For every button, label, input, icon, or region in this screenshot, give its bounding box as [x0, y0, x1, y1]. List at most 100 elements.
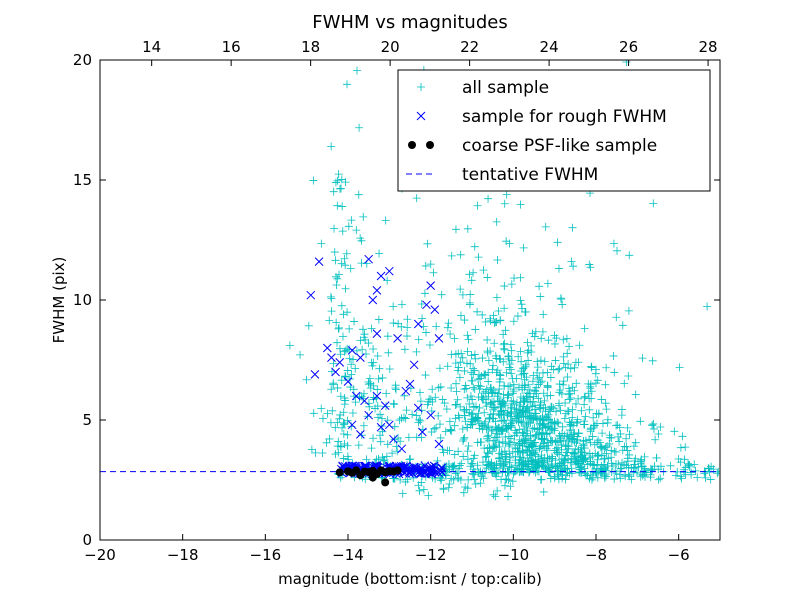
all-sample-point [375, 364, 384, 373]
all-sample-point [332, 318, 341, 327]
all-sample-point [417, 478, 426, 487]
all-sample-point [656, 462, 665, 471]
all-sample-point [579, 420, 588, 429]
all-sample-point [343, 308, 352, 317]
all-sample-point [546, 474, 555, 483]
all-sample-point [438, 445, 447, 454]
all-sample-point [404, 433, 413, 442]
all-sample-point [425, 340, 434, 349]
all-sample-point [336, 184, 345, 193]
all-sample-point [623, 423, 632, 432]
all-sample-point [520, 436, 529, 445]
all-sample-point [395, 416, 404, 425]
all-sample-point [537, 434, 546, 443]
all-sample-point [572, 379, 581, 388]
all-sample-point [484, 461, 493, 470]
all-sample-point [364, 339, 373, 348]
all-sample-point [506, 419, 515, 428]
all-sample-point [479, 474, 488, 483]
all-sample-point [556, 406, 565, 415]
all-sample-point [514, 383, 523, 392]
all-sample-point [437, 290, 446, 299]
all-sample-point [499, 390, 508, 399]
all-sample-point [676, 443, 685, 452]
all-sample-point [476, 382, 485, 391]
all-sample-point [412, 194, 421, 203]
legend-label: all sample [462, 78, 549, 98]
all-sample-point [499, 340, 508, 349]
rough-fwhm-point [389, 434, 398, 444]
all-sample-point [447, 383, 456, 392]
all-sample-point [456, 250, 465, 259]
all-sample-point [503, 391, 512, 400]
all-sample-point [582, 471, 591, 480]
all-sample-point [390, 422, 399, 431]
all-sample-point [499, 464, 508, 473]
all-sample-point [524, 380, 533, 389]
all-sample-point [612, 421, 621, 430]
all-sample-point [458, 290, 467, 299]
all-sample-point [501, 452, 510, 461]
all-sample-point [436, 433, 445, 442]
all-sample-point [531, 455, 540, 464]
all-sample-point [481, 371, 490, 380]
all-sample-point [479, 266, 488, 275]
all-sample-point [537, 334, 546, 343]
all-sample-point [579, 456, 588, 465]
rough-fwhm-point [376, 422, 386, 432]
rough-fwhm-point [426, 281, 436, 290]
all-sample-point [431, 393, 440, 402]
legend-marker-rough-fwhm [416, 111, 426, 121]
all-sample-point [571, 457, 580, 466]
all-sample-point [538, 377, 547, 386]
all-sample-point [539, 419, 548, 428]
all-sample-point [512, 398, 521, 407]
all-sample-point [309, 409, 318, 418]
all-sample-point [654, 429, 663, 438]
all-sample-point [425, 395, 434, 404]
all-sample-point [350, 317, 359, 326]
all-sample-point [600, 471, 609, 480]
all-sample-point [602, 405, 611, 414]
all-sample-point [563, 468, 572, 477]
x-axis-label: magnitude (bottom:isnt / top:calib) [278, 570, 542, 588]
all-sample-point [493, 366, 502, 375]
all-sample-point [439, 448, 448, 457]
all-sample-point [508, 477, 517, 486]
all-sample-point [519, 413, 528, 422]
all-sample-point [420, 289, 429, 298]
all-sample-point [327, 385, 336, 394]
all-sample-point [632, 468, 641, 477]
all-sample-point [624, 371, 633, 380]
all-sample-point [483, 444, 492, 453]
all-sample-point [530, 386, 539, 395]
all-sample-point [503, 424, 512, 433]
all-sample-point [471, 479, 480, 488]
all-sample-point [474, 375, 483, 384]
all-sample-point [435, 420, 444, 429]
all-sample-point [568, 413, 577, 422]
all-sample-point [559, 335, 568, 344]
all-sample-point [443, 323, 452, 332]
all-sample-point [377, 414, 386, 423]
all-sample-point [535, 424, 544, 433]
all-sample-point [539, 310, 548, 319]
all-sample-point [500, 416, 509, 425]
all-sample-point [487, 458, 496, 467]
all-sample-point [460, 433, 469, 442]
all-sample-point [478, 458, 487, 467]
all-sample-point [614, 460, 623, 469]
all-sample-point [453, 395, 462, 404]
chart-title: FWHM vs magnitudes [312, 12, 507, 33]
all-sample-point [379, 456, 388, 465]
all-sample-point [336, 392, 345, 401]
all-sample-point [618, 458, 627, 467]
all-sample-point [575, 341, 584, 350]
all-sample-point [417, 406, 426, 415]
all-sample-point [469, 268, 478, 277]
top-x-tick-label: 26 [619, 38, 638, 56]
all-sample-point [460, 316, 469, 325]
all-sample-point [512, 416, 521, 425]
all-sample-point [559, 377, 568, 386]
